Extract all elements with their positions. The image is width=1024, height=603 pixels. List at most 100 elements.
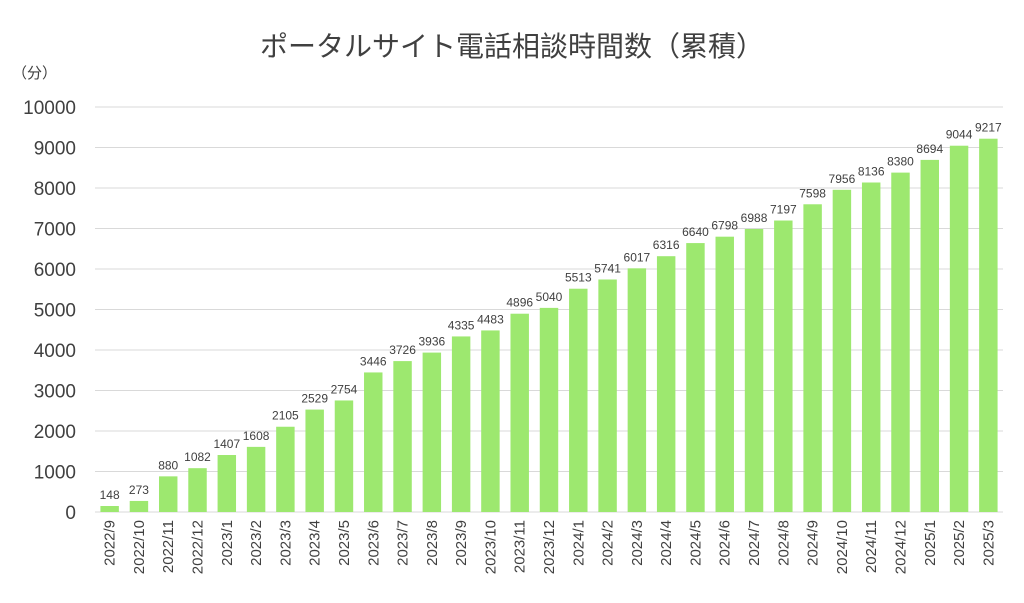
bar	[364, 372, 383, 512]
x-tick-label: 2023/8	[424, 520, 441, 566]
data-label: 6640	[682, 225, 709, 239]
data-label: 6316	[653, 238, 680, 252]
x-tick-label: 2023/12	[541, 520, 558, 574]
data-label: 6988	[741, 211, 768, 225]
x-tick-label: 2022/9	[102, 520, 119, 566]
bar	[774, 220, 793, 513]
data-label: 2105	[272, 409, 299, 423]
x-tick-label: 2023/7	[395, 520, 412, 566]
x-tick-label: 2023/5	[336, 520, 353, 566]
data-label: 5741	[594, 261, 621, 275]
x-tick-label: 2024/6	[717, 520, 734, 566]
x-tick-label: 2023/9	[453, 520, 470, 566]
bar	[217, 455, 237, 512]
bar	[481, 330, 500, 512]
data-label: 1608	[243, 429, 270, 443]
x-tick-label: 2023/3	[277, 520, 294, 566]
y-tick-label: 5000	[34, 301, 76, 322]
x-tick-label: 2024/12	[892, 520, 909, 574]
data-label: 3936	[418, 335, 445, 349]
bar	[598, 279, 617, 512]
y-axis-unit-label: （分）	[12, 64, 57, 82]
bar	[949, 145, 969, 512]
data-label: 5513	[565, 271, 592, 285]
bar	[920, 159, 940, 512]
x-tick-label: 2023/11	[512, 520, 529, 573]
data-label: 880	[158, 458, 178, 472]
data-label: 273	[129, 483, 149, 497]
bar	[832, 189, 852, 513]
data-label: 7197	[770, 203, 797, 217]
bar	[422, 352, 442, 512]
bar	[100, 506, 119, 512]
bar	[979, 138, 998, 513]
x-tick-label: 2025/3	[980, 520, 997, 566]
x-tick-label: 2024/7	[746, 520, 763, 566]
data-label: 148	[100, 488, 120, 502]
data-label: 8380	[887, 155, 914, 169]
x-tick-label: 2022/11	[160, 520, 177, 573]
bar	[891, 172, 910, 513]
data-label: 7598	[799, 186, 826, 200]
x-tick-label: 2023/2	[248, 520, 265, 566]
x-tick-label: 2024/4	[658, 520, 675, 566]
y-tick-label: 2000	[34, 422, 76, 443]
bar	[803, 204, 822, 512]
y-axis-ticks: 0 1000 2000 3000 4000 5000 6000 7000 8000 9000 100…	[23, 98, 76, 524]
bar	[627, 268, 647, 512]
x-tick-label: 2024/3	[629, 520, 646, 566]
data-label: 7956	[829, 172, 856, 186]
data-label: 5040	[536, 290, 563, 304]
y-tick-label: 6000	[34, 260, 76, 281]
bar	[129, 500, 149, 512]
y-tick-label: 4000	[34, 341, 76, 362]
bar	[451, 336, 471, 512]
bar	[569, 288, 588, 512]
data-label: 9044	[946, 128, 973, 142]
y-tick-label: 1000	[34, 463, 76, 484]
bar	[188, 468, 207, 512]
x-tick-label: 2024/2	[600, 520, 617, 566]
data-label: 4896	[506, 296, 533, 310]
x-axis-ticks: 2022/9 2022/10 2022/11 2022/12 2023/1 2023/2 2…	[102, 520, 998, 574]
data-labels: 148 273 880 1082140716082105252927543446372…	[100, 121, 1002, 502]
x-tick-label: 2023/4	[307, 520, 324, 566]
bar	[656, 256, 676, 512]
bar	[715, 236, 734, 512]
bar	[686, 243, 705, 512]
data-label: 6798	[711, 219, 738, 233]
y-tick-label: 9000	[34, 139, 76, 160]
data-label: 6017	[624, 250, 651, 264]
x-tick-label: 2024/10	[834, 520, 851, 574]
x-tick-label: 2022/10	[131, 520, 148, 574]
x-tick-label: 2023/10	[482, 520, 499, 574]
data-label: 9217	[975, 121, 1002, 135]
data-label: 1407	[213, 437, 240, 451]
data-label: 3446	[360, 354, 387, 368]
bar	[158, 476, 178, 512]
x-tick-label: 2025/2	[951, 520, 968, 566]
y-tick-label: 0	[65, 503, 76, 524]
bar	[861, 182, 881, 512]
x-tick-label: 2024/8	[775, 520, 792, 566]
data-label: 2754	[331, 382, 358, 396]
bar	[334, 400, 354, 512]
x-tick-label: 2022/12	[190, 520, 207, 574]
data-label: 1082	[184, 450, 211, 464]
y-tick-label: 7000	[34, 220, 76, 241]
bar	[510, 313, 529, 512]
data-label: 3726	[389, 343, 416, 357]
bar	[305, 409, 324, 512]
y-tick-label: 8000	[34, 179, 76, 200]
x-tick-label: 2023/6	[365, 520, 382, 566]
bar	[276, 426, 295, 512]
bar	[393, 361, 412, 512]
x-tick-label: 2025/1	[922, 520, 939, 566]
x-tick-label: 2023/1	[219, 520, 236, 566]
bar	[744, 228, 764, 512]
bar	[246, 446, 266, 512]
x-tick-label: 2024/1	[570, 520, 587, 566]
data-label: 4335	[448, 318, 475, 332]
chart-title: ポータルサイト電話相談時間数（累積）	[260, 30, 764, 63]
